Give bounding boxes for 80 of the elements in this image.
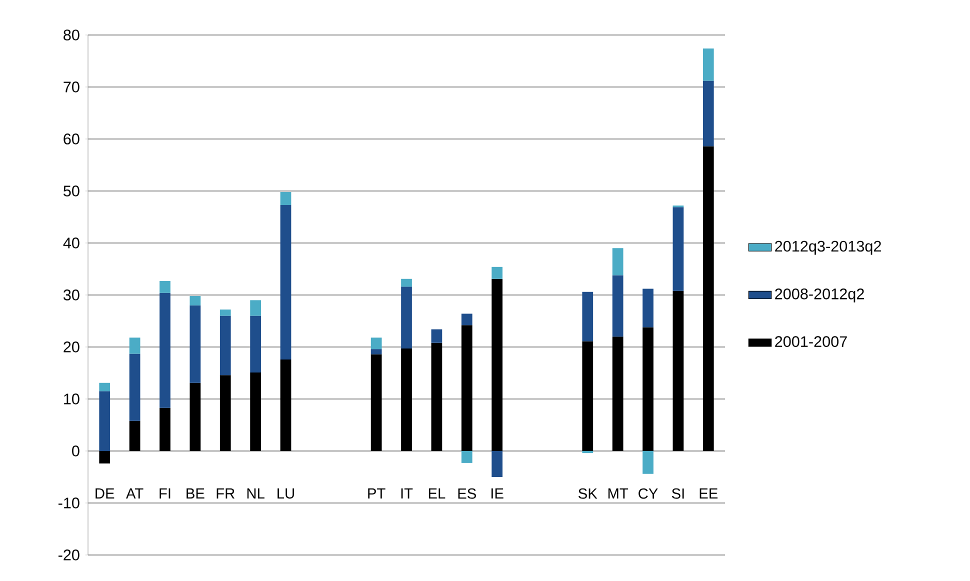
bar [129,354,140,421]
bar [702,146,714,451]
bar [461,450,472,463]
bar [642,327,654,451]
legend-label: 2001-2007 [775,336,847,348]
bar [370,338,382,350]
bar [612,275,624,337]
bar [250,300,261,316]
bar [280,192,292,206]
bar [612,248,624,276]
bar [401,348,412,451]
bar [190,382,201,451]
bar [461,314,472,326]
bar [582,450,594,454]
bar [431,329,442,343]
bar [160,408,170,451]
x-tick-label: BE [186,488,204,498]
y-tick-label: 20 [64,342,80,352]
x-tick-label: MT [608,488,628,498]
bar [642,450,654,474]
x-tick-label: LU [278,488,294,499]
x-tick-label: CY [638,488,658,499]
y-tick-label: 70 [64,82,80,92]
bar [190,296,201,306]
y-tick-label: 60 [64,134,80,144]
bar [702,80,714,146]
bar [220,375,231,451]
bar [280,359,292,451]
x-tick-label: IT [401,488,413,498]
bar [250,372,261,451]
y-tick-label: 10 [64,394,80,404]
bar [129,338,140,354]
bar [461,325,472,451]
y-tick-label: -20 [58,550,80,560]
y-tick-label: 40 [63,238,80,248]
y-tick-label: 80 [64,30,80,40]
bar [190,305,201,383]
x-tick-label: SI [672,488,684,499]
bar [431,342,442,451]
y-tick-label: 50 [64,186,80,196]
bar [672,290,684,451]
x-tick-label: NL [247,488,264,498]
bar [370,349,382,354]
x-tick-label: FR [216,488,234,498]
bar [401,278,412,287]
bar [220,310,231,316]
legend-label: 2008-2012q2 [775,288,864,302]
bar [220,316,231,376]
x-tick-label: AT [126,488,144,498]
bar [582,341,594,451]
bar [129,420,140,451]
bar [250,316,261,372]
bar [99,450,110,464]
bar [702,48,714,81]
bar [280,205,292,360]
bar [582,292,594,342]
x-tick-label: FI [160,488,170,498]
bar [492,266,503,279]
legend-label: 2012q3-2013q2 [775,240,881,255]
bar [492,450,503,477]
x-tick-label: ES [458,488,476,499]
x-tick-label: SK [578,488,598,499]
bar [99,391,110,451]
bar [642,288,654,328]
y-tick-label: 0 [72,446,80,456]
x-tick-label: DE [96,488,114,498]
bar [492,278,503,451]
bar [672,207,684,291]
bar [160,292,170,408]
bar [370,354,382,451]
y-tick-label: -10 [58,498,80,508]
bar [99,382,110,392]
x-tick-label: EL [428,488,446,498]
bar [612,336,624,451]
bar [401,286,412,349]
y-tick-label: 30 [64,290,80,300]
x-tick-label: PT [368,488,386,498]
x-tick-label: EE [700,488,718,498]
bar [160,280,170,293]
x-tick-label: IE [492,488,504,498]
